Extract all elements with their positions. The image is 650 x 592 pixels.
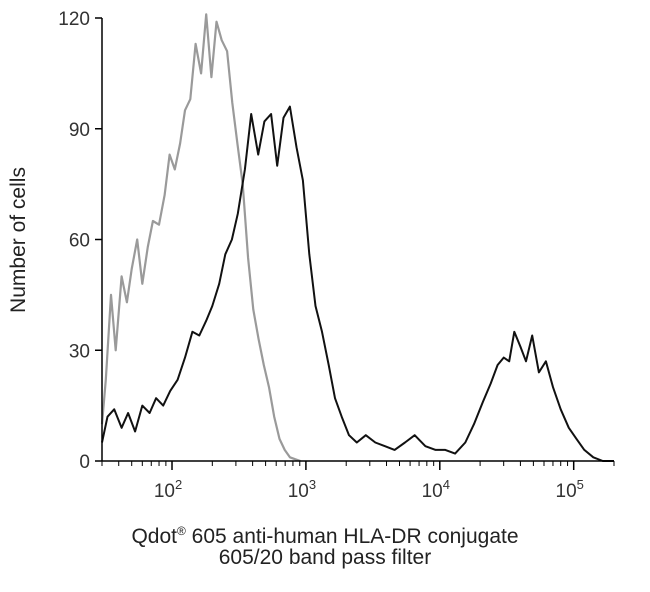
stained-histogram-line	[101, 105, 614, 462]
y-tick-label: 90	[69, 120, 90, 141]
x-tick-label: 105	[556, 477, 584, 502]
x-axis-title-line2: 605/20 band pass filter	[218, 546, 432, 569]
x-tick-label: 104	[422, 477, 450, 502]
x-tick-label: 103	[288, 477, 316, 502]
x-tick-label: 102	[154, 477, 182, 502]
y-axis-title: Number of cells	[7, 167, 30, 313]
y-tick-label: 30	[69, 341, 90, 362]
y-tick-label: 60	[69, 231, 90, 252]
y-tick-label: 120	[58, 9, 90, 30]
control-histogram-line	[100, 13, 301, 463]
registered-mark: ®	[176, 524, 186, 538]
x-axis-title-suffix: 605 anti-human HLA-DR conjugate	[185, 525, 519, 548]
x-axis-title: Qdot® 605 anti-human HLA-DR conjugate	[0, 518, 650, 550]
y-tick-label: 0	[79, 452, 90, 473]
x-axis-title-prefix: Qdot	[131, 525, 177, 548]
